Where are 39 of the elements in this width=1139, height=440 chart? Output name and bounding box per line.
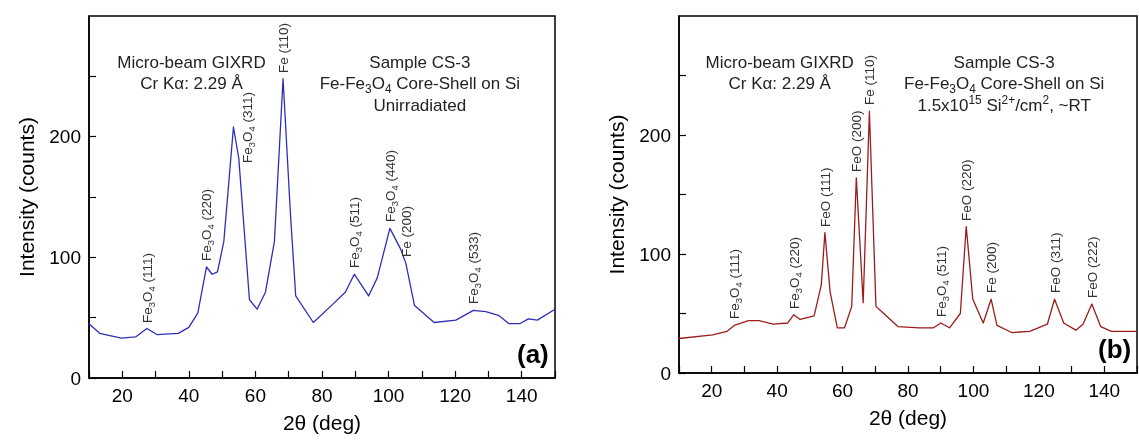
y-tick-label: 200 [639,124,671,146]
x-tick-label: 40 [178,385,200,406]
y-tick-label: 100 [49,246,81,268]
annotation: Fe (110) [861,55,877,106]
x-axis-title: 2θ (deg) [868,406,948,429]
y-tick-label: 0 [70,367,81,389]
annotation: Fe (110) [275,22,291,73]
annotation: (a) [517,339,549,370]
x-tick-label: 80 [311,385,333,406]
annotation: Sample CS-3 Fe-Fe$_{3}$O$_{4}$ Core-Shell on Si Unirradiated [319,52,521,116]
y-axis-title: Intensity (counts) [605,114,628,275]
annotation: FeO (111) [817,167,833,227]
x-tick-label: 100 [957,380,990,401]
annotation: FeO (222) [1084,236,1100,298]
x-tick-label: 20 [701,380,723,401]
text: Sample CS-3 Fe-Fe$_{3}$O$_{4}$ Core-Shell on Si 1.5x10$^{15}$ Si$^{2+}$/cm$^{2}$, ~RT [904,53,1105,115]
x-tick-label: 120 [1023,380,1055,401]
x-tick-label: 100 [372,385,405,406]
annotation: Fe (200) [398,206,414,258]
x-tick-label: 80 [897,380,919,401]
x-tick-label: 120 [439,385,471,406]
x-tick-label: 140 [505,385,538,406]
y-tick-label: 100 [639,243,671,265]
x-tick-label: 140 [1088,380,1121,401]
y-tick-label: 200 [49,126,81,148]
x-tick-label: 60 [244,385,266,406]
annotation: FeO (200) [848,110,864,172]
annotation: FeO (311) [1047,232,1063,294]
x-tick-label: 40 [766,380,788,401]
x-axis-title: 2θ (deg) [282,411,362,434]
y-axis-title: Intensity (counts) [15,117,38,277]
annotation: FeO (220) [958,159,974,221]
y-tick-label: 0 [660,362,671,384]
annotation: (b) [1098,334,1132,365]
annotation: Fe (200) [983,242,999,294]
x-tick-label: 60 [832,380,854,401]
annotation: Micro-beam GIXRD Cr Kα: 2.29 Å [705,52,854,95]
line-series [678,110,1138,340]
x-tick-label: 20 [111,385,133,406]
